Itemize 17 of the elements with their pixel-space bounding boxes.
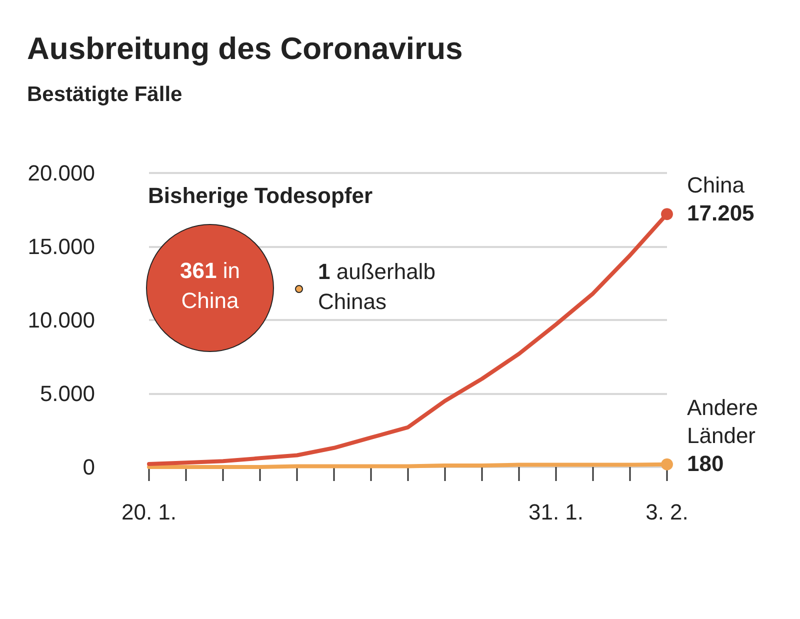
y-tick-label: 10.000: [28, 308, 95, 332]
series-label: Andere Länder: [687, 394, 758, 448]
series-label: China: [687, 172, 746, 198]
chart-title: Ausbreitung des Coronavirus: [27, 31, 463, 66]
annotation: 1 außerhalb Chinas: [318, 258, 436, 316]
annotation: Bisherige Todesopfer: [148, 183, 373, 209]
x-tick-label: 31. 1.: [528, 500, 584, 524]
y-tick-label: 5.000: [40, 381, 95, 406]
x-tick-label: 3. 2.: [646, 500, 688, 524]
chart-subtitle: Bestätigte Fälle: [27, 83, 182, 106]
y-tick-label: 20.000: [28, 160, 95, 186]
data-label: 180: [687, 450, 724, 476]
y-tick-label: 0: [82, 454, 95, 480]
data-label: 17.205: [687, 200, 754, 226]
x-tick-label: 20. 1.: [121, 500, 177, 524]
y-tick-label: 15.000: [28, 234, 95, 259]
annotation: 361 in China: [179, 257, 241, 315]
